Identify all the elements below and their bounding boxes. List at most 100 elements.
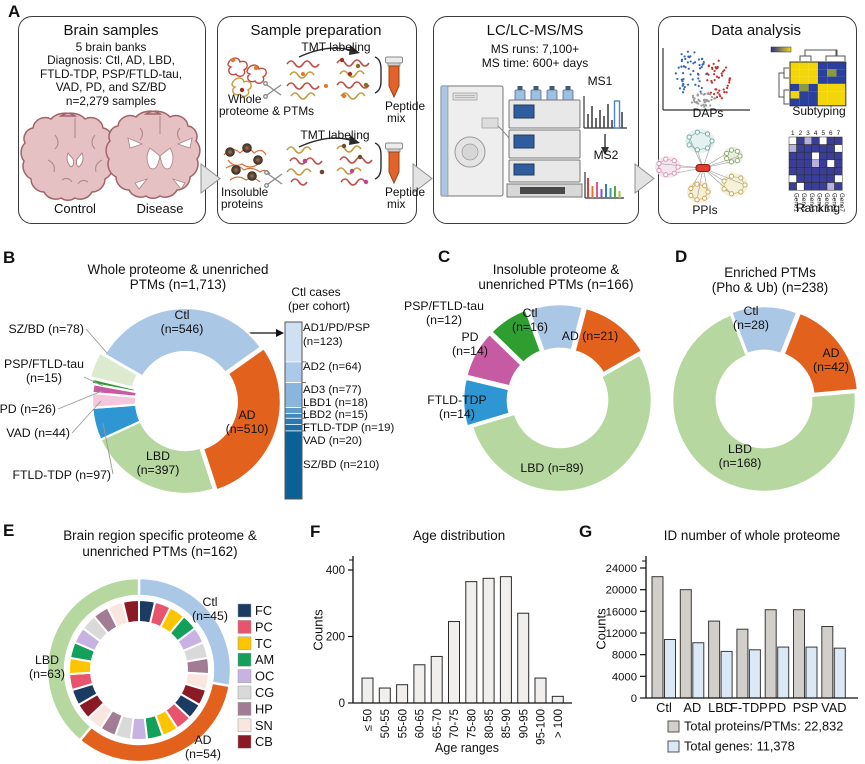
- leader-line: [57, 390, 103, 410]
- volcano-points: [674, 50, 732, 108]
- brain-samples-line: VAD, PD, and SZ/BD: [55, 80, 167, 95]
- panel-label-d: D: [675, 247, 688, 266]
- bar-75-80: [465, 581, 478, 704]
- segment-label: LBD (n=89): [520, 461, 583, 475]
- ppis-label: PPIs: [692, 203, 718, 217]
- stack-segment-LBD2 (n=15): [284, 413, 303, 419]
- disease-caption: Disease: [136, 201, 184, 216]
- ms1-to-ms2-arrow-icon: [601, 134, 609, 155]
- x-tick-label: VAD: [821, 700, 846, 715]
- leader-line: [83, 376, 104, 387]
- stack-segment-SZ/BD (n=210): [284, 430, 303, 500]
- segment-label: AD: [194, 733, 211, 747]
- ranking-gene-label: Gene7: [838, 193, 845, 212]
- ranking-gene-label: Gene6: [831, 193, 838, 212]
- bar-genes-PD: [777, 646, 790, 699]
- segment-label: AD: [238, 408, 255, 422]
- x-tick-label: ≤ 50: [363, 709, 375, 731]
- peptide-mix-top: Peptide: [385, 99, 426, 113]
- digested-peptides-illustration: [286, 60, 328, 100]
- labeled-peptides-top: [336, 57, 370, 100]
- panel-e-title-line2: unenriched PTMs (n=162): [82, 544, 238, 559]
- segment-label: PSP/FTLD-tau: [4, 357, 84, 371]
- bar-proteins-F-TDP: [736, 628, 749, 699]
- ranking-label: Ranking: [795, 201, 841, 215]
- panel-b-title-line2: PTMs (n=1,713): [129, 277, 227, 292]
- f-x-axis-label: Age ranges: [435, 741, 499, 755]
- f-y-axis-label: Counts: [310, 609, 326, 651]
- subtyping-label: Subtyping: [792, 104, 846, 118]
- stack-label: AD3 (n=77): [303, 384, 362, 396]
- whole-proteome-label2: proteome & PTMs: [219, 104, 315, 118]
- bar-proteins-AD: [679, 589, 692, 699]
- segment-label: (n=14): [439, 407, 475, 421]
- stack-label: SZ/BD (n=210): [303, 459, 379, 471]
- segment-label: VAD (n=44): [6, 426, 70, 440]
- segment-label: AD: [822, 346, 839, 360]
- segment-label: (n=546): [161, 322, 204, 336]
- x-tick-label: 65-70: [432, 709, 444, 738]
- segment-label: (n=28): [733, 318, 769, 332]
- x-tick-label: 55-60: [397, 709, 409, 738]
- segment-label: Ctl: [743, 304, 758, 318]
- donut-segment-PD: [91, 382, 139, 398]
- x-tick-label: 95-100: [536, 709, 548, 745]
- insoluble-label: Insoluble: [221, 185, 269, 199]
- legend-swatch-OC: [237, 669, 252, 683]
- leader-line: [102, 422, 114, 475]
- panel-b-title-line1: Whole proteome & unenriched: [87, 262, 269, 277]
- legend-swatch-SN: [237, 718, 252, 733]
- stack-label: AD1/PD/PSP: [303, 322, 370, 334]
- bar-genes-LBD: [720, 650, 733, 699]
- tmt-arrow-top: [298, 45, 360, 58]
- ctl-cases-header2: (per cohort): [287, 299, 351, 313]
- segment-label: LBD: [146, 449, 170, 463]
- x-tick-label: 90-95: [518, 709, 530, 738]
- ranking-col-number: 4: [814, 130, 818, 137]
- stack-label: AD2 (n=64): [303, 361, 362, 373]
- bracket-bottom: [374, 142, 382, 180]
- bar-genes-AD: [692, 642, 705, 699]
- bar-> 100: [551, 695, 564, 704]
- panel-g-title: ID number of whole proteome: [663, 528, 841, 543]
- ranking-grid: 1 2 3 4 5 6 7 Gene1 Gene2 Gene3 Gene4 Gene5 Gene6 Gen…: [788, 130, 845, 212]
- stack-segment-AD2 (n=64): [284, 361, 303, 384]
- ranking-col-number: 6: [829, 130, 833, 137]
- control-caption: Control: [54, 201, 96, 216]
- segment-label: (n=45): [192, 609, 228, 623]
- y-tick-label: 20000: [606, 585, 637, 597]
- x-tick-label: 70-75: [449, 709, 461, 738]
- hplc-stack-illustration: [506, 86, 583, 198]
- bar-50-55: [378, 687, 391, 704]
- legend-label: HP: [255, 701, 273, 716]
- panel-c-title-line2: unenriched PTMs (n=166): [478, 277, 634, 292]
- bar-proteins-PD: [764, 609, 777, 699]
- y-tick-label: 12000: [606, 628, 637, 640]
- bar-60-65: [413, 664, 426, 704]
- stack-segment-AD3 (n=77): [284, 382, 303, 408]
- whole-proteome-donut: Ctl(n=546) AD(n=510) LBD(n=397) SZ/BD (n=78…: [0, 306, 282, 496]
- tmt-labeling-top: TMT labeling: [301, 40, 371, 54]
- brain-samples-line: n=2,279 samples: [65, 93, 157, 108]
- daps-label: DAPs: [692, 106, 724, 120]
- segment-label: (n=12): [426, 313, 462, 327]
- ranking-col-number: 3: [806, 130, 810, 137]
- ctl-cases-arrow-icon: [248, 329, 284, 337]
- segment-label: (n=14): [452, 344, 488, 358]
- donut-segment-PD: [464, 331, 524, 389]
- scissors-icon: [263, 81, 282, 99]
- insoluble-proteins-illustration: [223, 143, 271, 183]
- sample-preparation-title: Sample preparation: [250, 22, 382, 39]
- legend-swatch-CG: [237, 685, 252, 700]
- ctl-cases-header: Ctl cases: [291, 285, 341, 299]
- ppi-network: [655, 129, 748, 203]
- ranking-gene-label: Gene1: [793, 193, 800, 212]
- panel-d-title-line1: Enriched PTMs: [724, 265, 816, 280]
- bar-genes-PSP: [805, 646, 818, 699]
- x-tick-label: PSP: [793, 700, 819, 715]
- y-tick-label: 0: [631, 693, 637, 705]
- brain-samples-description: 5 brain banks Diagnosis: Ctl, AD, LBD, F…: [24, 40, 198, 108]
- legend-label: Total proteins/PTMs: 22,832: [684, 719, 843, 734]
- segment-label: LBD: [728, 442, 752, 456]
